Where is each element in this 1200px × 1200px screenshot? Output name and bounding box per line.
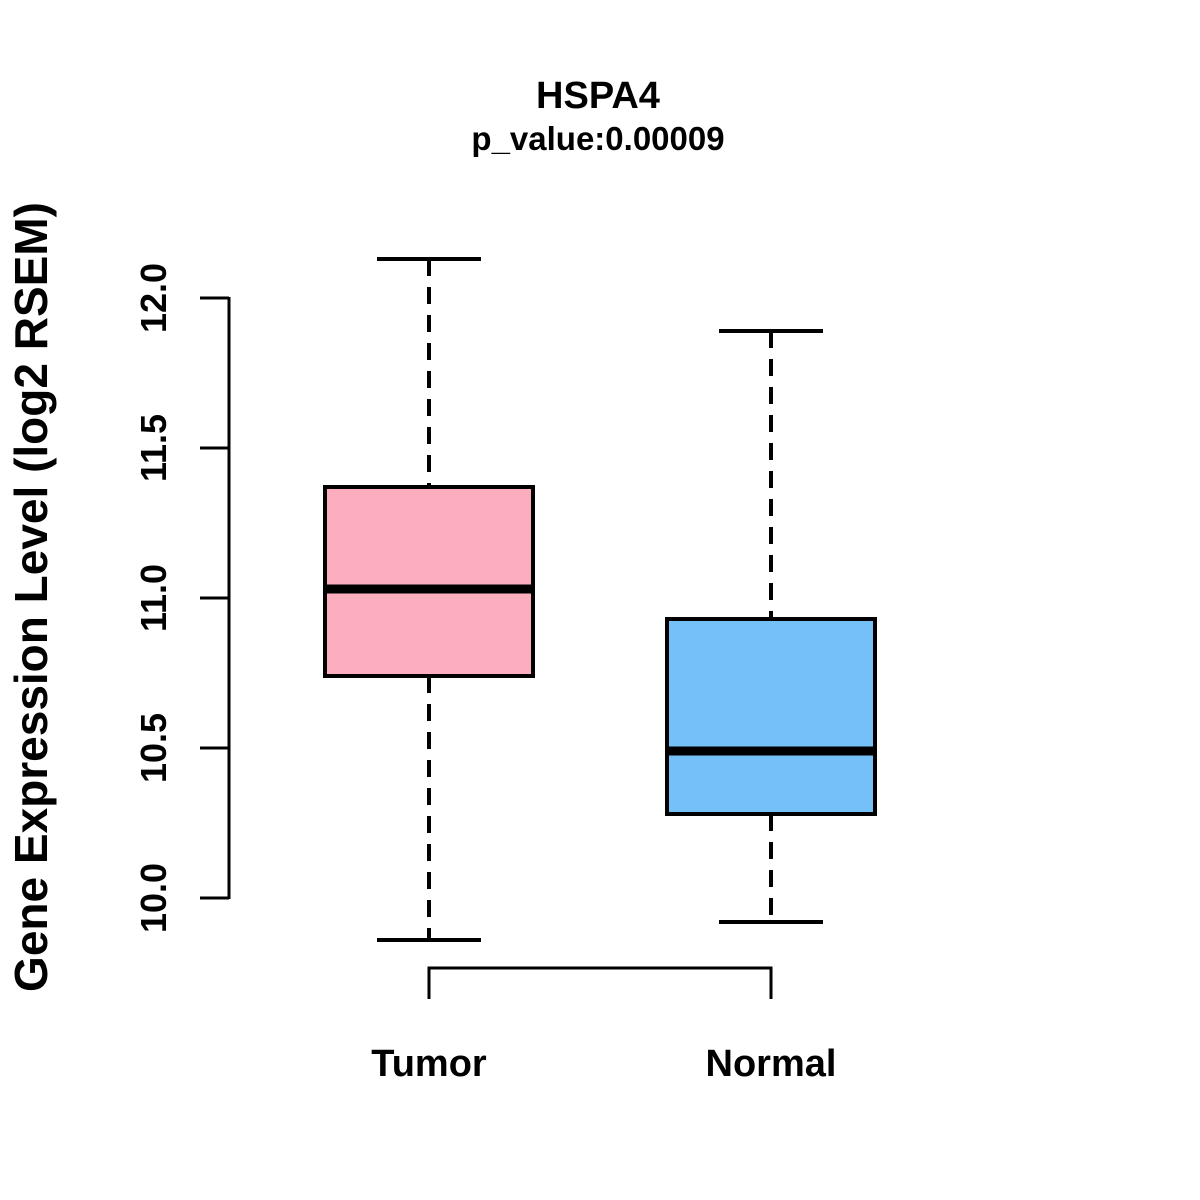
box-normal: [665, 617, 877, 816]
y-axis-title: Gene Expression Level (log2 RSEM): [5, 202, 57, 992]
box-tumor: [323, 485, 535, 678]
category-label-tumor: Tumor: [371, 1043, 487, 1085]
y-axis-tick-label: 12.0: [133, 263, 174, 333]
y-axis-tick-label: 11.5: [133, 414, 174, 482]
category-label-normal: Normal: [706, 1043, 837, 1085]
x-axis-bracket: [427, 966, 773, 999]
y-axis-tick-label: 11.0: [133, 564, 174, 632]
chart-subtitle: p_value:0.00009: [471, 120, 724, 157]
plot-area: 10.0 10.5 11.0 11.5 12.0 Tumor Normal: [133, 257, 877, 1085]
chart-title: HSPA4: [536, 75, 660, 117]
y-axis-tick-label: 10.0: [133, 863, 174, 933]
y-axis-tick-label: 10.5: [133, 713, 174, 783]
